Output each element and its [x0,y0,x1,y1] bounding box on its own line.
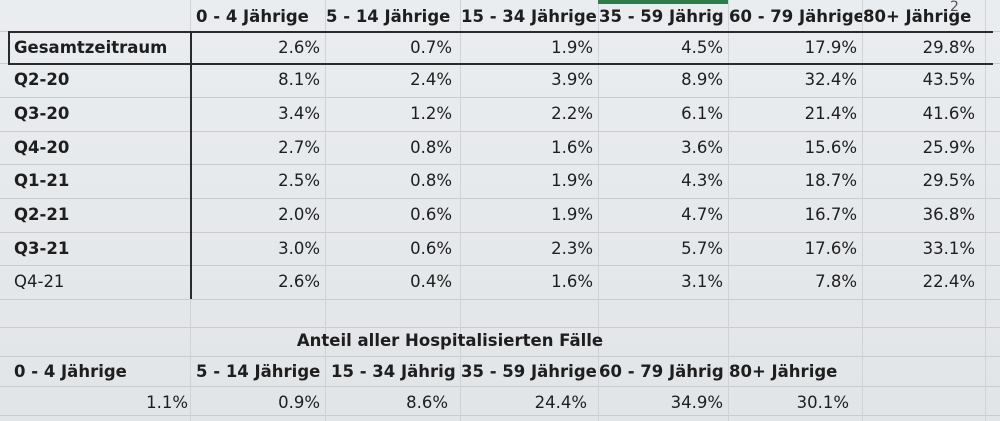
bottom-header-age-60-79[interactable]: 60 - 79 Jährig [599,362,724,381]
cell-value[interactable]: 2.6% [278,38,320,57]
header-age-5-14[interactable]: 5 - 14 Jährige [326,7,451,26]
row-label-gesamtzeitraum[interactable]: Gesamtzeitraum [14,38,168,57]
cell-value[interactable]: 2.6% [278,272,320,291]
cell-value[interactable]: 0.6% [410,239,452,258]
grid-line [0,97,1000,98]
bottom-cell-value[interactable]: 1.1% [146,393,188,412]
bottom-cell-value[interactable]: 24.4% [534,393,587,412]
cell-value[interactable]: 3.1% [681,272,723,291]
cell-value[interactable]: 1.6% [551,138,593,157]
cell-value[interactable]: 22.4% [922,272,975,291]
cell-value[interactable]: 2.3% [551,239,593,258]
row-label-q3-20[interactable]: Q3-20 [14,104,70,123]
grid-line [0,131,1000,132]
cell-value[interactable]: 21.4% [804,104,857,123]
cell-value[interactable]: 3.4% [278,104,320,123]
bottom-cell-value[interactable]: 8.6% [406,393,448,412]
grid-line [728,0,729,421]
bottom-header-age-35-59[interactable]: 35 - 59 Jährige [461,362,597,381]
grid-line [0,265,1000,266]
cell-value[interactable]: 2.2% [551,104,593,123]
cell-value[interactable]: 17.9% [804,38,857,57]
cell-value[interactable]: 3.0% [278,239,320,258]
bottom-header-age-80-plus[interactable]: 80+ Jährige [729,362,838,381]
table-border [8,63,993,65]
row-label-q1-21[interactable]: Q1-21 [14,171,70,190]
cell-value[interactable]: 0.7% [410,38,452,57]
header-age-35-59[interactable]: 35 - 59 Jährig [599,7,724,26]
cell-value[interactable]: 25.9% [922,138,975,157]
cell-value[interactable]: 41.6% [922,104,975,123]
bottom-cell-value[interactable]: 0.9% [278,393,320,412]
cell-value[interactable]: 0.4% [410,272,452,291]
cell-value[interactable]: 15.6% [804,138,857,157]
cell-value[interactable]: 29.8% [922,38,975,57]
cell-value[interactable]: 5.7% [681,239,723,258]
cell-value[interactable]: 4.5% [681,38,723,57]
cell-value[interactable]: 3.9% [551,70,593,89]
cell-value[interactable]: 2.7% [278,138,320,157]
cell-value[interactable]: 1.6% [551,272,593,291]
header-age-15-34[interactable]: 15 - 34 Jährige [461,7,597,26]
grid-line [0,356,1000,357]
cell-value[interactable]: 8.9% [681,70,723,89]
cell-value[interactable]: 1.9% [551,38,593,57]
cell-value[interactable]: 0.8% [410,171,452,190]
bottom-header-age-5-14[interactable]: 5 - 14 Jährige [196,362,321,381]
bottom-header-age-15-34[interactable]: 15 - 34 Jährig [331,362,456,381]
row-label-q4-20[interactable]: Q4-20 [14,138,70,157]
grid-line [0,232,1000,233]
selected-cell-indicator [598,0,728,4]
grid-line [325,0,326,421]
grid-line [0,327,1000,328]
header-age-60-79[interactable]: 60 - 79 Jährige [729,7,862,26]
bottom-cell-value[interactable]: 34.9% [670,393,723,412]
row-label-q3-21[interactable]: Q3-21 [14,239,70,258]
grid-line [0,299,1000,300]
cell-value[interactable]: 18.7% [804,171,857,190]
header-age-80-plus[interactable]: 80+ Jährige [863,7,972,26]
grid-line [0,415,1000,416]
grid-line [0,164,1000,165]
table-border [8,31,10,65]
grid-line [985,0,986,421]
row-label-q2-21[interactable]: Q2-21 [14,205,70,224]
corner-mark: 2 [950,0,959,15]
cell-value[interactable]: 1.2% [410,104,452,123]
cell-value[interactable]: 36.8% [922,205,975,224]
grid-line [598,0,599,421]
cell-value[interactable]: 8.1% [278,70,320,89]
table-border [8,31,993,33]
row-label-q2-20[interactable]: Q2-20 [14,70,70,89]
cell-value[interactable]: 2.5% [278,171,320,190]
cell-value[interactable]: 2.0% [278,205,320,224]
grid-line [862,0,863,421]
cell-value[interactable]: 1.9% [551,205,593,224]
cell-value[interactable]: 17.6% [804,239,857,258]
row-label-q4-21[interactable]: Q4-21 [14,272,65,291]
header-age-0-4[interactable]: 0 - 4 Jährige [196,7,309,26]
cell-value[interactable]: 29.5% [922,171,975,190]
grid-line [460,0,461,421]
bottom-cell-value[interactable]: 30.1% [796,393,849,412]
cell-value[interactable]: 32.4% [804,70,857,89]
table-border [190,31,192,299]
cell-value[interactable]: 16.7% [804,205,857,224]
cell-value[interactable]: 4.7% [681,205,723,224]
grid-line [0,386,1000,387]
cell-value[interactable]: 1.9% [551,171,593,190]
cell-value[interactable]: 0.6% [410,205,452,224]
cell-value[interactable]: 3.6% [681,138,723,157]
bottom-header-age-0-4[interactable]: 0 - 4 Jährige [14,362,127,381]
cell-value[interactable]: 4.3% [681,171,723,190]
grid-line [0,198,1000,199]
cell-value[interactable]: 7.8% [815,272,857,291]
cell-value[interactable]: 2.4% [410,70,452,89]
cell-value[interactable]: 6.1% [681,104,723,123]
cell-value[interactable]: 43.5% [922,70,975,89]
bottom-table-title[interactable]: Anteil aller Hospitalisierten Fälle [296,331,604,350]
cell-value[interactable]: 33.1% [922,239,975,258]
cell-value[interactable]: 0.8% [410,138,452,157]
